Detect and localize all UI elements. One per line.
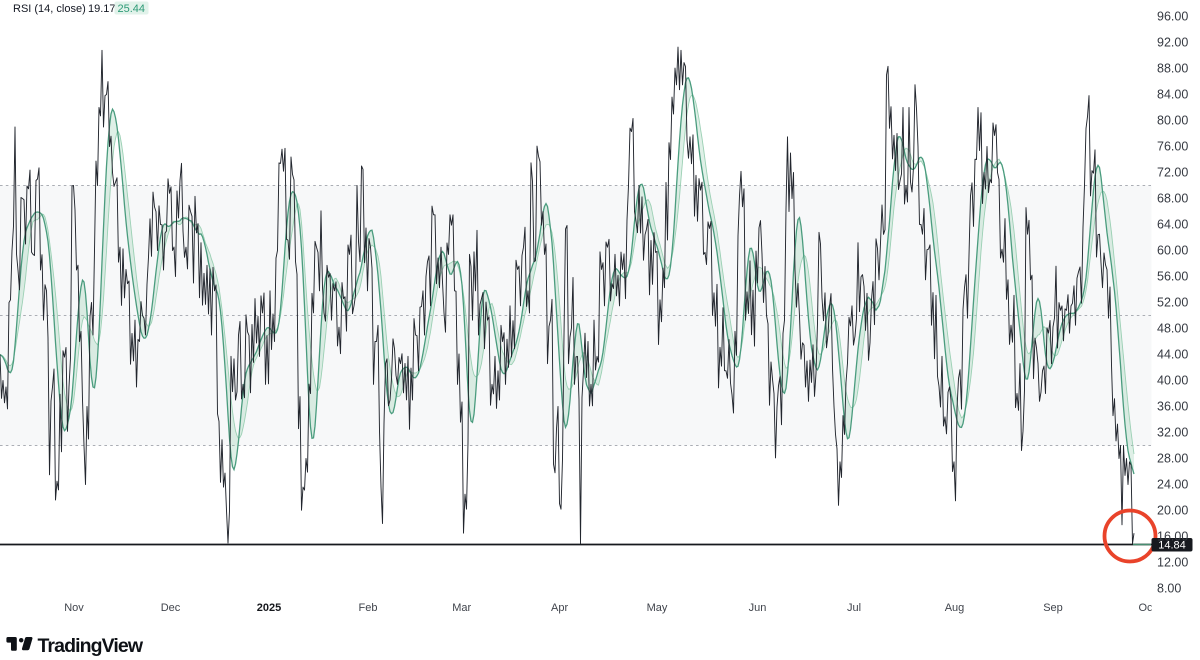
svg-text:Sep: Sep	[1043, 602, 1063, 614]
svg-text:84.00: 84.00	[1157, 88, 1188, 102]
svg-text:56.00: 56.00	[1157, 270, 1188, 284]
svg-text:60.00: 60.00	[1157, 244, 1188, 258]
svg-text:Aug: Aug	[945, 602, 965, 614]
svg-text:Nov: Nov	[64, 602, 84, 614]
svg-text:Dec: Dec	[161, 602, 181, 614]
svg-text:Apr: Apr	[551, 602, 568, 614]
svg-text:TradingView: TradingView	[38, 635, 144, 657]
svg-text:64.00: 64.00	[1157, 218, 1188, 232]
svg-text:48.00: 48.00	[1157, 322, 1188, 336]
svg-text:92.00: 92.00	[1157, 36, 1188, 50]
svg-text:25.44: 25.44	[118, 3, 146, 15]
svg-text:14.84: 14.84	[1158, 539, 1186, 551]
svg-text:36.00: 36.00	[1157, 400, 1188, 414]
svg-text:8.00: 8.00	[1157, 582, 1181, 596]
svg-text:Jul: Jul	[847, 602, 861, 614]
svg-text:28.00: 28.00	[1157, 452, 1188, 466]
svg-text:96.00: 96.00	[1157, 10, 1188, 24]
svg-text:May: May	[647, 602, 668, 614]
svg-text:40.00: 40.00	[1157, 374, 1188, 388]
svg-text:52.00: 52.00	[1157, 296, 1188, 310]
svg-text:Feb: Feb	[359, 602, 378, 614]
svg-text:68.00: 68.00	[1157, 192, 1188, 206]
svg-text:RSI (14, close): RSI (14, close)	[13, 3, 86, 15]
svg-text:76.00: 76.00	[1157, 140, 1188, 154]
svg-text:88.00: 88.00	[1157, 62, 1188, 76]
svg-text:Mar: Mar	[452, 602, 471, 614]
svg-text:Oct: Oct	[1138, 602, 1155, 614]
svg-text:80.00: 80.00	[1157, 114, 1188, 128]
svg-text:19.17: 19.17	[88, 3, 116, 15]
svg-text:44.00: 44.00	[1157, 348, 1188, 362]
svg-text:20.00: 20.00	[1157, 504, 1188, 518]
svg-text:16.00: 16.00	[1157, 530, 1188, 544]
svg-text:72.00: 72.00	[1157, 166, 1188, 180]
svg-text:24.00: 24.00	[1157, 478, 1188, 492]
svg-text:Jun: Jun	[749, 602, 767, 614]
svg-text:12.00: 12.00	[1157, 556, 1188, 570]
svg-text:32.00: 32.00	[1157, 426, 1188, 440]
svg-text:2025: 2025	[257, 602, 281, 614]
